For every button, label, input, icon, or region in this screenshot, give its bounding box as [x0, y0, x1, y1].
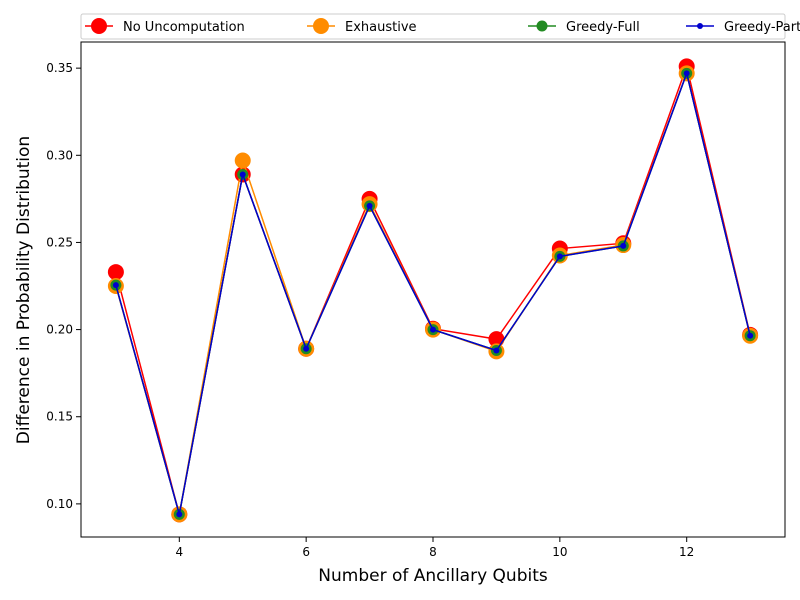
- data-point: [620, 242, 627, 249]
- legend-label: Exhaustive: [345, 20, 417, 35]
- x-tick-label: 8: [429, 545, 437, 559]
- data-point: [747, 332, 754, 339]
- series-layer: [107, 58, 759, 523]
- data-point: [303, 345, 310, 352]
- y-axis-label: Difference in Probability Distribution: [14, 136, 34, 444]
- data-point: [493, 347, 500, 354]
- x-tick-label: 6: [302, 545, 310, 559]
- y-tick-label: 0.25: [46, 235, 73, 249]
- x-axis-ticks: 4 6 8 10 12: [175, 537, 694, 559]
- data-point: [234, 152, 251, 169]
- y-tick-label: 0.35: [46, 61, 73, 75]
- x-axis-label: Number of Ancillary Qubits: [318, 566, 548, 586]
- y-tick-label: 0.20: [46, 323, 73, 337]
- series-greedy-partial: [112, 70, 754, 518]
- y-axis-ticks: 0.10 0.15 0.20 0.25 0.30 0.35: [46, 61, 81, 511]
- y-tick-label: 0.10: [46, 497, 73, 511]
- data-point: [107, 264, 124, 281]
- data-point: [683, 70, 690, 77]
- legend-item: Exhaustive: [307, 18, 417, 35]
- legend-item: Greedy-Full: [528, 20, 640, 35]
- legend-item: Greedy-Partial: [686, 20, 800, 35]
- legend-box: [80, 13, 786, 40]
- legend-item: No Uncomputation: [85, 18, 245, 35]
- legend-marker: [313, 18, 329, 34]
- plot-area: [81, 42, 785, 537]
- data-point: [176, 511, 183, 518]
- data-point: [239, 171, 246, 178]
- x-tick-label: 12: [679, 545, 694, 559]
- legend-marker: [536, 20, 548, 32]
- legend-items: No Uncomputation Exhaustive Greedy-Full Gre…: [85, 18, 800, 35]
- legend: No Uncomputation Exhaustive Greedy-Full Gre…: [80, 13, 800, 40]
- legend-marker: [697, 23, 703, 29]
- x-tick-label: 4: [175, 545, 183, 559]
- data-point: [430, 326, 436, 333]
- legend-label: Greedy-Partial: [724, 20, 800, 35]
- legend-marker: [91, 18, 107, 34]
- legend-label: No Uncomputation: [123, 20, 245, 35]
- data-point: [112, 282, 119, 289]
- data-point: [366, 202, 373, 209]
- data-point: [488, 331, 505, 348]
- legend-label: Greedy-Full: [566, 20, 640, 35]
- y-tick-label: 0.15: [46, 410, 73, 424]
- y-tick-label: 0.30: [46, 148, 73, 162]
- x-tick-label: 10: [552, 545, 567, 559]
- data-point: [556, 253, 563, 260]
